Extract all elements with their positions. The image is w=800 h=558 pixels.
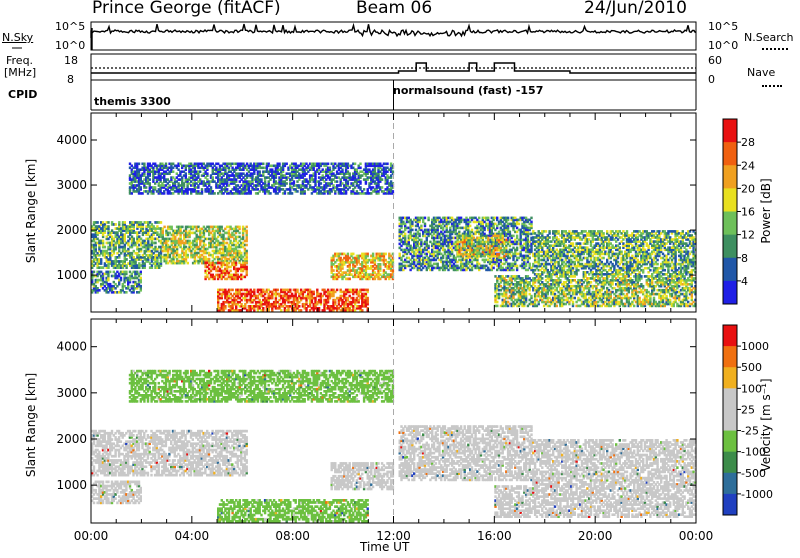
freq-unit: [MHz] [4,66,36,79]
data-region-4 [399,425,533,481]
freq-frame [91,54,696,80]
colorbar-tick-label: -1000 [741,488,773,501]
xtick-label: 04:00 [175,529,210,543]
data-region-7 [129,370,394,403]
nsearch-label: N.Search [744,31,794,44]
data-region-3 [91,271,142,294]
colorbar-tick-label: 20 [741,182,755,195]
nave-tick-top: 60 [708,54,722,67]
xtick-label: 20:00 [578,529,613,543]
data-region-10 [129,163,394,195]
velocity-ylabel: Slant Range [km] [24,360,38,490]
nave-label: Nave [747,66,775,79]
colorbar-swatch [723,258,737,282]
colorbar-swatch [723,473,737,495]
xtick-label: 00:00 [679,529,714,543]
colorbar-swatch [723,367,737,389]
cpid-segment-2: normalsound (fast) -157 [393,84,543,97]
colorbar-swatch [723,235,737,259]
data-region-3 [331,462,395,490]
nave-tick-bottom: 0 [708,73,715,86]
ytick-label: 1000 [56,268,87,282]
beam-title: Beam 06 [356,0,432,18]
colorbar-swatch [723,494,737,516]
ytick-label: 3000 [56,386,87,400]
data-region-0 [91,430,248,477]
freq-line [91,63,696,73]
colorbar-swatch [723,346,737,368]
data-region-2 [204,262,248,281]
power-cbar-label: Power [dB] [759,156,773,266]
velocity-cbar-label: Velocity [m s⁻¹] [759,370,773,480]
colorbar-tick-label: 8 [741,252,748,265]
nsky-label: N.Sky [2,31,33,44]
data-region-0 [91,221,162,269]
colorbar-swatch [723,281,737,305]
freq-tick-top: 18 [64,54,78,67]
nsearch-tick-bottom: 10^0 [708,39,738,52]
colorbar-swatch [723,325,737,347]
colorbar-swatch [723,188,737,212]
colorbar-swatch [723,212,737,236]
nsky-tick-bottom: 10^0 [55,39,85,52]
data-region-9 [494,275,696,307]
data-region-8 [532,230,697,276]
ytick-label: 2000 [56,432,87,446]
ytick-label: 1000 [56,478,87,492]
nave-legend-line [762,85,782,87]
nsearch-tick-top: 10^5 [708,20,738,33]
nsky-tick-top: 10^5 [55,20,85,33]
date-title: 24/Jun/2010 [584,0,687,18]
colorbar-swatch [723,142,737,166]
ytick-label: 4000 [56,133,87,147]
colorbar-tick-label: 24 [741,159,755,172]
xtick-label: 16:00 [477,529,512,543]
xtick-label: 08:00 [275,529,310,543]
colorbar-swatch [723,388,737,410]
ytick-label: 2000 [56,223,87,237]
colorbar-tick-label: 1000 [741,340,769,353]
ytick-label: 4000 [56,340,87,354]
colorbar-swatch [723,431,737,453]
station-title: Prince George (fitACF) [92,0,281,18]
nsky-line [91,24,696,38]
colorbar-tick-label: 25 [741,403,755,416]
colorbar-tick-label: 28 [741,136,755,149]
xtick-label: 00:00 [74,529,109,543]
power-ylabel: Slant Range [km] [24,146,38,276]
data-region-1 [91,481,142,505]
data-region-1 [162,226,248,265]
cpid-label: CPID [8,88,37,101]
colorbar-swatch [723,409,737,431]
colorbar-tick-label: 4 [741,275,748,288]
data-region-5 [331,253,395,281]
colorbar-tick-label: 12 [741,229,755,242]
ytick-label: 3000 [56,178,87,192]
colorbar-tick-label: -25 [741,425,759,438]
nsearch-legend-line [762,48,788,50]
data-region-6 [494,485,696,518]
data-region-5 [532,439,697,486]
freq-tick-bottom: 8 [67,73,74,86]
cpid-segment-1: themis 3300 [94,95,171,108]
colorbar-swatch [723,119,737,143]
nsky-frame [91,22,696,50]
colorbar-tick-label: 16 [741,206,755,219]
colorbar-swatch [723,165,737,189]
xaxis-label: Time UT [360,540,409,554]
colorbar-swatch [723,452,737,474]
